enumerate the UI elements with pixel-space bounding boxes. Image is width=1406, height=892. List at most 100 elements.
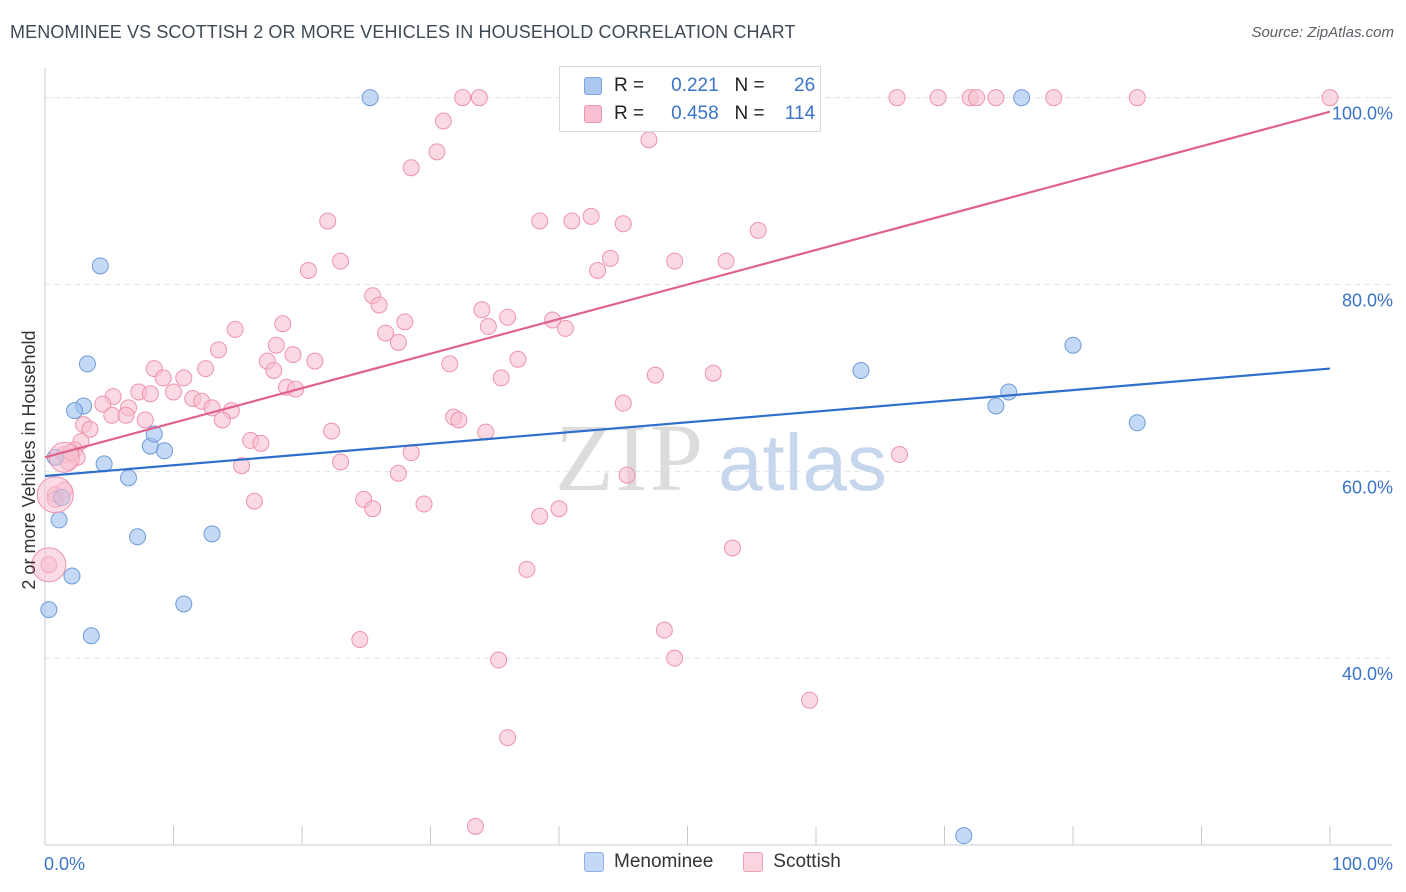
point-menominee: [66, 402, 84, 420]
point-scottish: [509, 350, 527, 368]
point-scottish: [479, 318, 497, 336]
point-scottish: [165, 383, 182, 401]
point-menominee: [82, 627, 100, 645]
point-scottish: [209, 341, 227, 359]
point-menominee: [955, 827, 973, 845]
point-scottish: [531, 212, 549, 230]
point-scottish: [197, 360, 215, 378]
point-scottish: [550, 500, 568, 518]
point-scottish: [492, 369, 510, 387]
point-scottish: [1128, 89, 1146, 107]
series-label-scottish: Scottish: [773, 851, 841, 872]
legend-swatch-menominee: [584, 77, 602, 95]
series-label-menominee: Menominee: [614, 851, 714, 872]
point-scottish: [154, 369, 172, 387]
point-scottish: [136, 411, 154, 429]
point-scottish-large: [36, 476, 74, 514]
series-legend-scottish[interactable]: Scottish: [743, 851, 841, 873]
point-scottish: [377, 324, 395, 342]
source-label: Source: ZipAtlas.com: [1251, 24, 1394, 41]
point-scottish: [723, 539, 741, 557]
point-scottish: [332, 453, 350, 471]
point-scottish: [666, 649, 684, 667]
point-menominee: [50, 511, 68, 529]
point-scottish: [233, 457, 251, 475]
point-scottish: [1321, 89, 1339, 107]
legend-row-scottish: R = 0.458 N = 114: [584, 101, 815, 127]
point-scottish: [402, 444, 420, 462]
point-scottish: [717, 252, 735, 270]
point-scottish: [601, 249, 619, 267]
trend-lines: [44, 110, 1331, 478]
point-scottish: [929, 89, 947, 107]
point-scottish: [364, 500, 382, 518]
point-menominee: [120, 469, 138, 487]
point-scottish: [267, 336, 285, 354]
legend-r-value: 0.458: [671, 103, 719, 124]
y-tick-label: 100.0%: [1332, 104, 1393, 124]
point-scottish: [454, 89, 472, 107]
point-scottish: [666, 252, 684, 270]
legend-r-label: R =: [614, 75, 645, 96]
point-scottish: [646, 366, 664, 384]
point-menominee: [63, 567, 81, 585]
point-scottish: [252, 434, 270, 452]
point-scottish: [415, 495, 433, 513]
point-scottish: [531, 507, 549, 525]
point-scottish: [556, 319, 574, 337]
point-scottish: [332, 252, 350, 270]
point-scottish: [370, 296, 388, 314]
point-scottish: [351, 630, 369, 648]
point-scottish: [704, 364, 722, 382]
point-scottish: [987, 89, 1005, 107]
legend-n-value: 114: [784, 103, 816, 124]
grid-lines: [45, 97, 1392, 659]
x-tick-label-max: 100.0%: [1332, 854, 1393, 874]
point-scottish: [618, 466, 636, 484]
point-scottish: [434, 112, 452, 130]
point-scottish: [473, 301, 491, 319]
point-scottish: [589, 262, 607, 279]
point-scottish: [614, 394, 632, 412]
series-legend-menominee[interactable]: Menominee: [584, 851, 713, 873]
point-menominee: [129, 528, 147, 546]
point-menominee: [175, 595, 193, 613]
data-points: [31, 89, 1339, 845]
watermark-atlas: atlas: [718, 418, 887, 507]
point-scottish: [518, 560, 536, 578]
point-scottish: [563, 212, 581, 230]
point-scottish: [614, 215, 632, 233]
legend-row-menominee: R = 0.221 N = 26: [584, 73, 815, 99]
watermark: ZIP atlas: [555, 404, 887, 511]
point-menominee: [78, 355, 96, 373]
y-tick-label: 40.0%: [1342, 664, 1393, 684]
point-scottish: [490, 651, 508, 669]
point-scottish: [245, 492, 263, 510]
series-swatch-scottish: [743, 852, 764, 872]
point-scottish: [389, 464, 407, 482]
chart-title: MENOMINEE VS SCOTTISH 2 OR MORE VEHICLES…: [10, 22, 796, 42]
point-scottish: [441, 355, 459, 373]
point-scottish: [1045, 89, 1063, 107]
y-tick-label: 60.0%: [1342, 477, 1393, 497]
point-scottish: [749, 221, 767, 239]
point-scottish: [81, 420, 99, 438]
legend-swatch-scottish: [584, 105, 602, 123]
point-menominee: [361, 89, 379, 107]
point-scottish: [103, 406, 121, 424]
point-scottish: [801, 691, 819, 709]
point-menominee: [1064, 336, 1082, 354]
trend-line-menominee: [44, 367, 1331, 478]
legend-r-value: 0.221: [671, 75, 719, 96]
point-scottish: [117, 406, 135, 424]
point-menominee: [91, 257, 109, 275]
watermark-zip: ZIP: [555, 404, 705, 511]
point-scottish: [470, 89, 488, 107]
point-scottish: [94, 395, 112, 413]
point-scottish: [306, 352, 324, 370]
series-legend: Menominee Scottish: [584, 851, 871, 873]
point-scottish: [499, 308, 517, 326]
point-scottish-large: [48, 441, 80, 473]
point-scottish: [299, 262, 317, 279]
